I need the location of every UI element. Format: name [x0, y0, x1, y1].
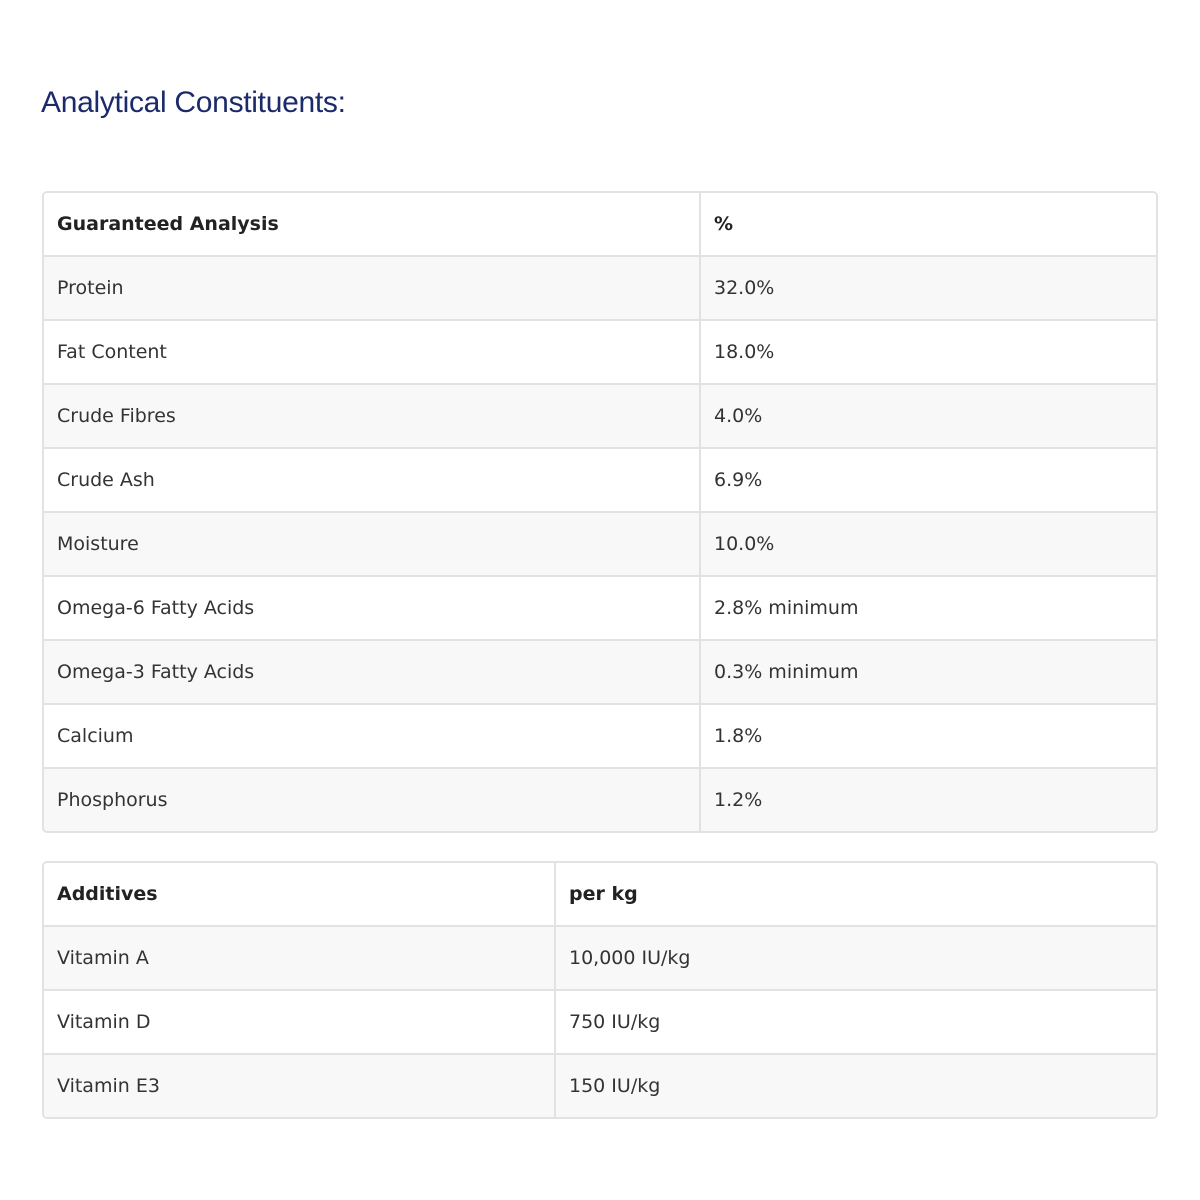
table-row: Vitamin D 750 IU/kg — [44, 989, 1156, 1053]
column-header: Guaranteed Analysis — [44, 193, 699, 255]
table-row: Crude Fibres 4.0% — [44, 383, 1156, 447]
row-value: 10,000 IU/kg — [554, 925, 1156, 989]
row-value: 18.0% — [699, 319, 1156, 383]
row-value: 150 IU/kg — [554, 1053, 1156, 1117]
table-row: Omega-6 Fatty Acids 2.8% minimum — [44, 575, 1156, 639]
row-label: Crude Ash — [44, 447, 699, 511]
row-label: Moisture — [44, 511, 699, 575]
guaranteed-analysis-table: Guaranteed Analysis % Protein 32.0% Fat Co… — [42, 191, 1158, 833]
row-value: 10.0% — [699, 511, 1156, 575]
row-label: Omega-6 Fatty Acids — [44, 575, 699, 639]
row-label: Crude Fibres — [44, 383, 699, 447]
table-row: Vitamin A 10,000 IU/kg — [44, 925, 1156, 989]
row-label: Vitamin E3 — [44, 1053, 554, 1117]
row-value: 4.0% — [699, 383, 1156, 447]
row-value: 1.2% — [699, 767, 1156, 831]
column-header: Additives — [44, 863, 554, 925]
row-label: Vitamin D — [44, 989, 554, 1053]
column-header: % — [699, 193, 1156, 255]
row-label: Vitamin A — [44, 925, 554, 989]
row-value: 6.9% — [699, 447, 1156, 511]
column-header: per kg — [554, 863, 1156, 925]
row-label: Omega-3 Fatty Acids — [44, 639, 699, 703]
row-value: 750 IU/kg — [554, 989, 1156, 1053]
row-value: 1.8% — [699, 703, 1156, 767]
table-row: Calcium 1.8% — [44, 703, 1156, 767]
table-row: Protein 32.0% — [44, 255, 1156, 319]
table-row: Fat Content 18.0% — [44, 319, 1156, 383]
table-row: Moisture 10.0% — [44, 511, 1156, 575]
row-value: 0.3% minimum — [699, 639, 1156, 703]
table-row: Omega-3 Fatty Acids 0.3% minimum — [44, 639, 1156, 703]
row-value: 32.0% — [699, 255, 1156, 319]
row-label: Phosphorus — [44, 767, 699, 831]
table-row: Phosphorus 1.2% — [44, 767, 1156, 831]
table-row: Crude Ash 6.9% — [44, 447, 1156, 511]
table-row: Vitamin E3 150 IU/kg — [44, 1053, 1156, 1117]
row-label: Protein — [44, 255, 699, 319]
section-title: Analytical Constituents: — [41, 86, 346, 119]
row-label: Fat Content — [44, 319, 699, 383]
additives-table: Additives per kg Vitamin A 10,000 IU/kg Vi… — [42, 861, 1158, 1119]
row-value: 2.8% minimum — [699, 575, 1156, 639]
row-label: Calcium — [44, 703, 699, 767]
